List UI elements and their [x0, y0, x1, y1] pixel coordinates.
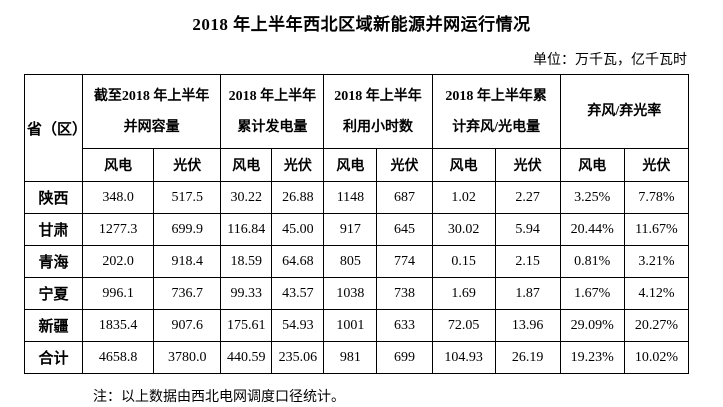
sub-header-wind: 风电	[220, 148, 273, 182]
table-cell: 19.23%	[559, 341, 625, 374]
table-cell: 30.22	[220, 181, 273, 214]
group-header-generation: 2018 年上半年 累计发电量	[220, 74, 325, 149]
table-cell: 348.0	[82, 181, 155, 214]
table-cell: 7.78%	[623, 181, 690, 214]
table-cell: 2.27	[494, 181, 561, 214]
table-cell: 20.44%	[559, 213, 625, 246]
table-cell: 29.09%	[559, 309, 625, 342]
table-cell: 116.84	[220, 213, 273, 246]
table-cell: 1.67%	[559, 277, 625, 310]
table-cell: 996.1	[82, 277, 155, 310]
table-cell: 4658.8	[82, 341, 155, 374]
table-cell: 26.88	[271, 181, 325, 214]
table-cell: 1001	[323, 309, 378, 342]
sub-header-solar: 光伏	[376, 148, 433, 182]
sub-header-solar: 光伏	[271, 148, 325, 182]
table-cell: 440.59	[220, 341, 273, 374]
table-cell: 3.25%	[559, 181, 625, 214]
sub-header-row: 风电 光伏 风电 光伏 风电 光伏 风电 光伏 风电 光伏	[25, 148, 690, 182]
table-cell: 3780.0	[153, 341, 222, 374]
table-cell: 18.59	[220, 245, 273, 278]
table-cell: 907.6	[153, 309, 222, 342]
table-cell: 918.4	[153, 245, 222, 278]
row-header-province: 陕西	[23, 181, 84, 214]
footnote: 注：以上数据由西北电网调度口径统计。	[93, 390, 345, 405]
table-cell: 3.21%	[623, 245, 690, 278]
table-cell: 1.87	[494, 277, 561, 310]
row-header-total: 合计	[23, 341, 84, 374]
table-cell: 1.02	[431, 181, 496, 214]
province-column-header: 省（区）	[23, 74, 84, 182]
table-cell: 736.7	[153, 277, 222, 310]
table-cell: 981	[323, 341, 378, 374]
table-cell: 517.5	[153, 181, 222, 214]
table-cell: 64.68	[271, 245, 325, 278]
row-header-province: 甘肃	[23, 213, 84, 246]
table-cell: 1148	[323, 181, 378, 214]
sub-header-wind: 风电	[431, 148, 496, 182]
table-cell: 235.06	[271, 341, 325, 374]
table-cell: 13.96	[494, 309, 561, 342]
table-cell: 1835.4	[82, 309, 155, 342]
table-cell: 99.33	[220, 277, 273, 310]
row-header-province: 宁夏	[23, 277, 84, 310]
table-cell: 202.0	[82, 245, 155, 278]
table-cell: 687	[376, 181, 433, 214]
table-row-gansu: 甘肃 1277.3 699.9 116.84 45.00 917 645 30.…	[23, 213, 690, 246]
table-cell: 10.02%	[623, 341, 690, 374]
table-cell: 2.15	[494, 245, 561, 278]
table-cell: 54.93	[271, 309, 325, 342]
sub-header-solar: 光伏	[153, 148, 222, 182]
table-cell: 699.9	[153, 213, 222, 246]
page-title: 2018 年上半年西北区域新能源并网运行情况	[192, 15, 531, 34]
table-row-shaanxi: 陕西 348.0 517.5 30.22 26.88 1148 687 1.02…	[23, 181, 690, 214]
table-cell: 0.15	[431, 245, 496, 278]
group-header-grid-capacity: 截至2018 年上半年 并网容量	[82, 74, 222, 149]
table-cell: 805	[323, 245, 378, 278]
table-cell: 1277.3	[82, 213, 155, 246]
table-cell: 104.93	[431, 341, 496, 374]
group-header-utilization-hours: 2018 年上半年 利用小时数	[323, 74, 433, 149]
table-cell: 30.02	[431, 213, 496, 246]
sub-header-solar: 光伏	[494, 148, 561, 182]
table-cell: 645	[376, 213, 433, 246]
table-cell: 175.61	[220, 309, 273, 342]
table-cell: 0.81%	[559, 245, 625, 278]
table-cell: 1.69	[431, 277, 496, 310]
unit-note: 单位：万千瓦，亿千瓦时	[533, 53, 687, 68]
data-table: 省（区） 截至2018 年上半年 并网容量 2018 年上半年 累计发电量 20…	[23, 74, 690, 374]
group-header-curtailed-energy: 2018 年上半年累 计弃风/光电量	[431, 74, 561, 149]
group-header-curtailment-rate: 弃风/弃光率	[559, 74, 690, 149]
row-header-province: 青海	[23, 245, 84, 278]
sub-header-wind: 风电	[559, 148, 625, 182]
table-cell: 738	[376, 277, 433, 310]
group-header-row: 省（区） 截至2018 年上半年 并网容量 2018 年上半年 累计发电量 20…	[23, 74, 690, 182]
sub-header-solar: 光伏	[623, 148, 690, 182]
table-row-total: 合计 4658.8 3780.0 440.59 235.06 981 699 1…	[23, 341, 690, 374]
sub-header-wind: 风电	[82, 148, 155, 182]
sub-header-wind: 风电	[323, 148, 378, 182]
table-cell: 45.00	[271, 213, 325, 246]
table-cell: 633	[376, 309, 433, 342]
table-cell: 4.12%	[623, 277, 690, 310]
table-cell: 11.67%	[623, 213, 690, 246]
table-row-ningxia: 宁夏 996.1 736.7 99.33 43.57 1038 738 1.69…	[23, 277, 690, 310]
table-cell: 72.05	[431, 309, 496, 342]
table-cell: 1038	[323, 277, 378, 310]
table-row-xinjiang: 新疆 1835.4 907.6 175.61 54.93 1001 633 72…	[23, 309, 690, 342]
row-header-province: 新疆	[23, 309, 84, 342]
table-cell: 774	[376, 245, 433, 278]
table-cell: 26.19	[494, 341, 561, 374]
table-cell: 699	[376, 341, 433, 374]
table-cell: 43.57	[271, 277, 325, 310]
table-cell: 20.27%	[623, 309, 690, 342]
table-cell: 917	[323, 213, 378, 246]
table-cell: 5.94	[494, 213, 561, 246]
table-row-qinghai: 青海 202.0 918.4 18.59 64.68 805 774 0.15 …	[23, 245, 690, 278]
